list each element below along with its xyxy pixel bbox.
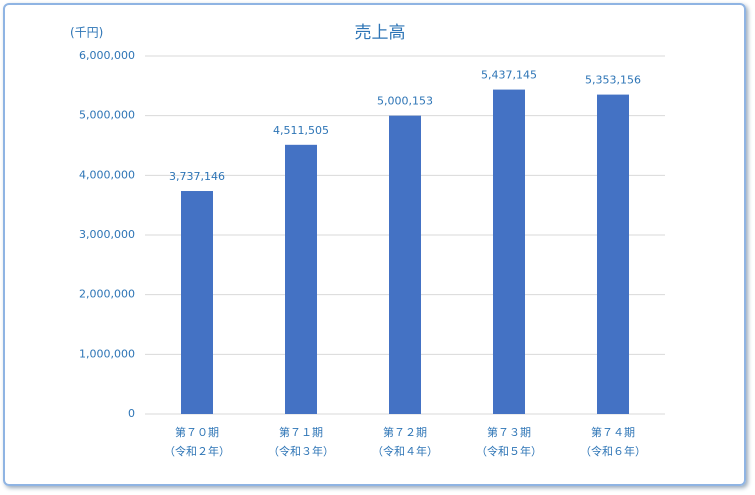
x-tick-label: 第７４期 bbox=[591, 425, 635, 439]
x-tick-label: （令和３年） bbox=[268, 444, 334, 458]
x-tick-label: （令和６年） bbox=[580, 444, 646, 458]
data-label: 4,511,505 bbox=[273, 124, 329, 137]
bar bbox=[181, 191, 213, 414]
chart-frame bbox=[3, 3, 746, 486]
y-tick-label: 6,000,000 bbox=[79, 49, 135, 62]
chart-title: 売上高 bbox=[355, 23, 406, 43]
data-label: 5,437,145 bbox=[481, 69, 537, 82]
bar bbox=[389, 115, 421, 415]
x-tick-label: 第７０期 bbox=[175, 425, 219, 439]
x-tick-label: （令和４年） bbox=[372, 444, 438, 458]
data-label: 5,353,156 bbox=[585, 74, 641, 87]
data-label: 5,000,153 bbox=[377, 95, 433, 108]
bar bbox=[597, 94, 629, 414]
y-axis-unit: (千円) bbox=[70, 26, 103, 40]
x-tick-label: 第７１期 bbox=[279, 425, 323, 439]
y-tick-label: 4,000,000 bbox=[79, 168, 135, 181]
x-tick-label: 第７２期 bbox=[383, 425, 427, 439]
x-tick-label: 第７３期 bbox=[487, 425, 531, 439]
y-tick-label: 0 bbox=[128, 407, 135, 420]
x-tick-label: （令和５年） bbox=[476, 444, 542, 458]
bar bbox=[285, 144, 317, 414]
data-label: 3,737,146 bbox=[169, 170, 225, 183]
y-tick-label: 5,000,000 bbox=[79, 109, 135, 122]
bar bbox=[493, 89, 525, 414]
x-tick-label: （令和２年） bbox=[164, 444, 230, 458]
y-tick-label: 2,000,000 bbox=[79, 288, 135, 301]
y-tick-label: 1,000,000 bbox=[79, 347, 135, 360]
y-tick-label: 3,000,000 bbox=[79, 228, 135, 241]
